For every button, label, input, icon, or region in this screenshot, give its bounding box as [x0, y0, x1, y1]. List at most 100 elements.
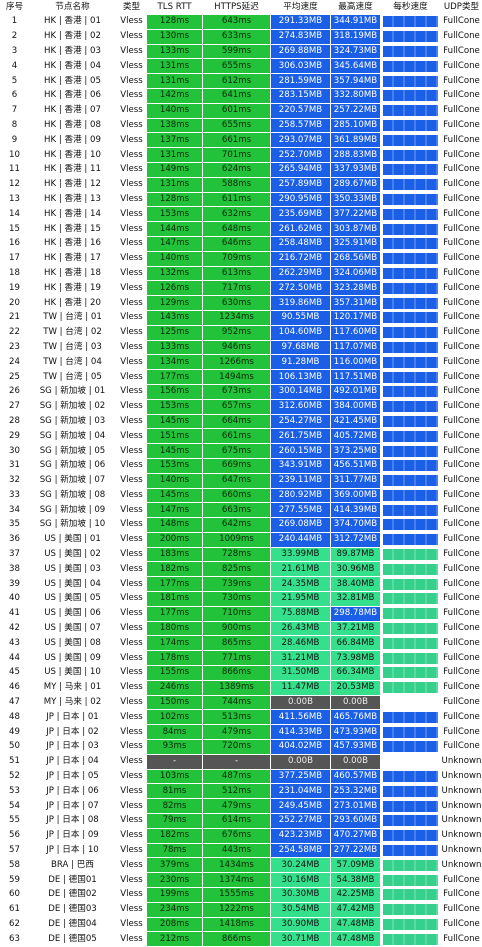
speed-sparkline-cell — [381, 133, 441, 148]
row-index: 50 — [1, 740, 29, 755]
https-latency: 661ms — [203, 133, 271, 148]
node-type: Vless — [117, 370, 147, 385]
speed-sparkline — [383, 638, 438, 649]
row-index: 21 — [1, 310, 29, 325]
https-latency: 479ms — [203, 799, 271, 814]
tls-rtt: 180ms — [147, 621, 203, 636]
tls-rtt: 102ms — [147, 710, 203, 725]
node-name: JP | 日本 | 10 — [29, 843, 117, 858]
udp-type: FullCone — [441, 251, 482, 266]
max-speed: 460.57MB — [331, 769, 381, 784]
node-type: Vless — [117, 932, 147, 947]
tls-rtt: 143ms — [147, 310, 203, 325]
speed-sparkline-cell — [381, 44, 441, 59]
node-type: Vless — [117, 207, 147, 222]
speed-sparkline-cell — [381, 814, 441, 829]
udp-type: FullCone — [441, 444, 482, 459]
https-latency: 717ms — [203, 281, 271, 296]
max-speed: 47.48MB — [331, 917, 381, 932]
https-latency: 647ms — [203, 473, 271, 488]
column-header: 最高速度 — [331, 1, 381, 15]
row-index: 53 — [1, 784, 29, 799]
https-latency: 676ms — [203, 828, 271, 843]
max-speed: 303.87MB — [331, 222, 381, 237]
node-name: HK | 香港 | 11 — [29, 162, 117, 177]
https-latency: 646ms — [203, 236, 271, 251]
tls-rtt: 144ms — [147, 222, 203, 237]
speed-sparkline — [383, 579, 438, 590]
avg-speed: 277.55MB — [271, 503, 331, 518]
row-index: 22 — [1, 325, 29, 340]
avg-speed: 97.68MB — [271, 340, 331, 355]
udp-type: Unknown — [441, 799, 482, 814]
row-index: 14 — [1, 207, 29, 222]
row-index: 12 — [1, 177, 29, 192]
udp-type: FullCone — [441, 606, 482, 621]
node-type: Vless — [117, 59, 147, 74]
row-index: 47 — [1, 695, 29, 710]
https-latency: 710ms — [203, 606, 271, 621]
node-type: Vless — [117, 118, 147, 133]
node-type: Vless — [117, 740, 147, 755]
row-index: 18 — [1, 266, 29, 281]
https-latency: 641ms — [203, 88, 271, 103]
node-name: HK | 香港 | 12 — [29, 177, 117, 192]
node-name: SG | 新加坡 | 08 — [29, 488, 117, 503]
column-header: 序号 — [1, 1, 29, 15]
max-speed: 337.93MB — [331, 162, 381, 177]
avg-speed: 26.43MB — [271, 621, 331, 636]
speed-sparkline — [383, 505, 438, 516]
row-index: 37 — [1, 547, 29, 562]
tls-rtt: 234ms — [147, 902, 203, 917]
max-speed: 325.91MB — [331, 236, 381, 251]
max-speed: 298.78MB — [331, 606, 381, 621]
tls-rtt: 212ms — [147, 932, 203, 947]
node-type: Vless — [117, 503, 147, 518]
avg-speed: 258.57MB — [271, 118, 331, 133]
avg-speed: 261.62MB — [271, 222, 331, 237]
speed-sparkline — [383, 164, 438, 175]
row-index: 40 — [1, 592, 29, 607]
speed-sparkline-cell — [381, 192, 441, 207]
speed-sparkline — [383, 490, 438, 501]
speed-sparkline — [383, 934, 438, 945]
row-index: 54 — [1, 799, 29, 814]
node-name: SG | 新加坡 | 01 — [29, 384, 117, 399]
speed-sparkline-cell — [381, 592, 441, 607]
speed-sparkline — [383, 31, 438, 42]
row-index: 32 — [1, 473, 29, 488]
udp-type: FullCone — [441, 148, 482, 163]
speed-sparkline-cell — [381, 873, 441, 888]
max-speed: 117.51MB — [331, 370, 381, 385]
speed-sparkline-cell — [381, 222, 441, 237]
udp-type: FullCone — [441, 399, 482, 414]
avg-speed: 312.60MB — [271, 399, 331, 414]
row-index: 63 — [1, 932, 29, 947]
tls-rtt: 200ms — [147, 532, 203, 547]
avg-speed: 258.48MB — [271, 236, 331, 251]
node-name: JP | 日本 | 09 — [29, 828, 117, 843]
udp-type: FullCone — [441, 133, 482, 148]
node-name: HK | 香港 | 08 — [29, 118, 117, 133]
max-speed: 293.60MB — [331, 814, 381, 829]
row-index: 58 — [1, 858, 29, 873]
speed-sparkline-cell — [381, 207, 441, 222]
row-index: 48 — [1, 710, 29, 725]
node-name: DE | 德国04 — [29, 917, 117, 932]
row-index: 7 — [1, 103, 29, 118]
speed-sparkline — [383, 860, 438, 871]
https-latency: - — [203, 754, 271, 769]
node-name: SG | 新加坡 | 02 — [29, 399, 117, 414]
row-index: 23 — [1, 340, 29, 355]
row-index: 19 — [1, 281, 29, 296]
speed-sparkline — [383, 209, 438, 220]
udp-type: Unknown — [441, 754, 482, 769]
speed-sparkline — [383, 401, 438, 412]
https-latency: 744ms — [203, 695, 271, 710]
